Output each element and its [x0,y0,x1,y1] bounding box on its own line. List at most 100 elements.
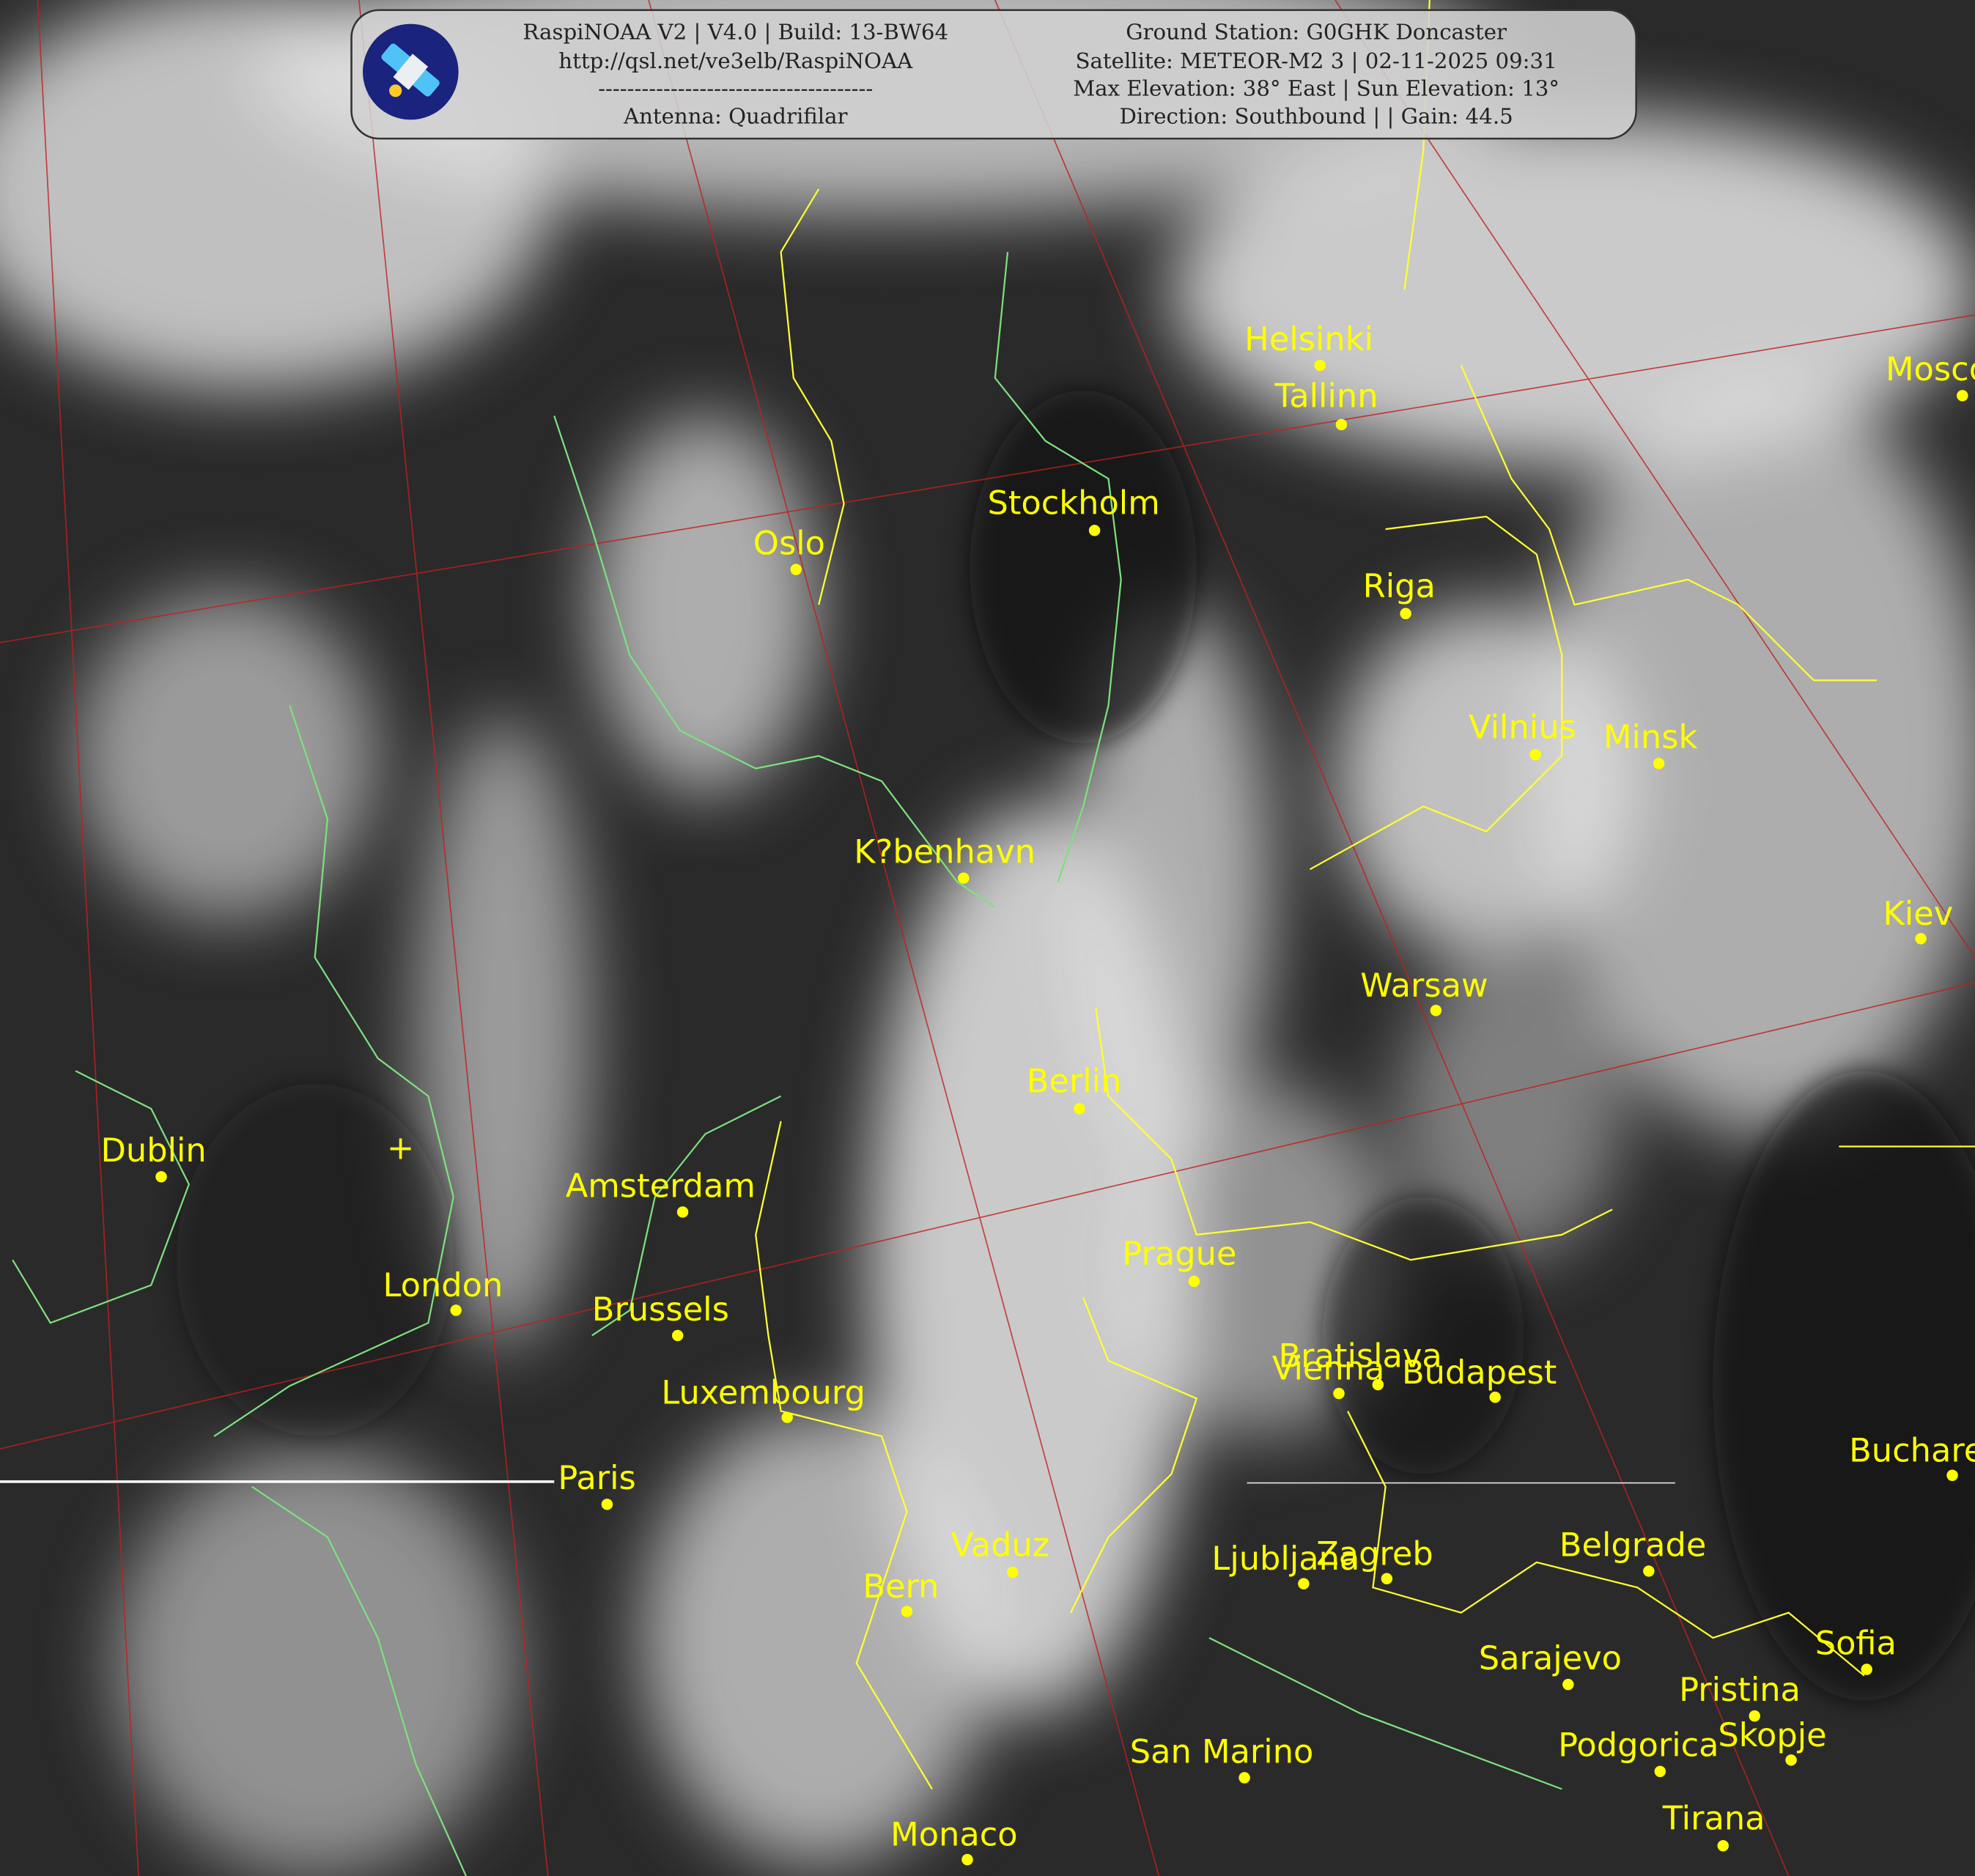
city-name: Sofia [1815,1624,1897,1662]
city-name: San Marino [1130,1732,1314,1770]
city: Skopje [1718,1716,1827,1766]
city: Dublin [101,1131,207,1183]
city-name: Moscow [1886,350,1975,388]
city-name: Bratislava [1279,1337,1442,1375]
city-dot [1381,1573,1393,1584]
city-name: Tirana [1662,1799,1765,1837]
city-name: Pristina [1679,1671,1801,1709]
header-line: Antenna: Quadrifilar [623,103,848,128]
header-left: RaspiNOAA V2 | V4.0 | Build: 13-BW64 http… [523,19,948,128]
city: Luxembourg [661,1373,865,1423]
city: Pristina [1679,1671,1801,1722]
city: Belgrade [1559,1526,1706,1577]
city: Vienna [1272,1350,1385,1400]
city-dot [601,1499,613,1510]
city-dot [1861,1663,1872,1675]
dark-areas [176,390,1975,1701]
city-dot [958,872,970,885]
city-dot [1400,608,1411,620]
city-dot [1717,1840,1729,1852]
city-dot [1653,758,1665,769]
header-line: http://qsl.net/ve3elb/RaspiNOAA [558,48,913,73]
city-name: Vienna [1272,1350,1385,1388]
city-dot [1957,390,1968,402]
station-marker: + [387,1129,414,1167]
panel-box [350,9,1637,140]
city-name: Monaco [890,1816,1017,1854]
city-name: Riga [1363,567,1436,605]
city-dot [155,1171,167,1183]
city-dot [1007,1566,1019,1578]
city: Zagreb [1316,1535,1433,1584]
city-name: Minsk [1603,718,1698,756]
city-dot [1238,1772,1250,1784]
city: Bucharest [1849,1431,1975,1482]
city: Podgorica [1558,1727,1719,1778]
header-line: Max Elevation: 38° East | Sun Elevation:… [1073,76,1559,101]
city-dot [1088,525,1101,536]
header-line: -------------------------------------- [598,76,873,101]
city: Warsaw [1360,967,1488,1016]
city-dot [1372,1378,1384,1391]
city-dot [671,1329,684,1342]
city-dot [1489,1391,1501,1403]
city: Moscow [1886,350,1975,402]
city-dot [676,1206,689,1218]
city: Stockholm [987,484,1160,536]
city-dot [1298,1578,1310,1589]
city-dot [790,564,802,575]
city-name: Paris [558,1459,635,1497]
city: Brussels [592,1290,729,1342]
city: London [383,1266,503,1316]
city-dot [1333,1387,1345,1400]
logo-body [393,53,429,90]
coastlines [12,251,1562,1876]
city: Berlin [1027,1063,1122,1115]
city-name: Skopje [1718,1716,1826,1754]
city-name: K?benhavn [854,833,1036,871]
city-name: London [383,1266,503,1304]
city-name: Ljubljana [1211,1540,1359,1578]
city: Kiev [1883,895,1954,945]
city-name: Helsinki [1244,320,1373,358]
city: Tirana [1662,1799,1765,1852]
header-line: Satellite: METEOR-M2 3 | 02-11-2025 09:3… [1075,48,1557,73]
header-line: Ground Station: G0GHK Doncaster [1126,19,1507,44]
city-dot [1946,1469,1958,1482]
city: Sarajevo [1479,1639,1622,1691]
city-dot [1749,1710,1760,1722]
city: Oslo [753,524,825,575]
logo-dish [389,84,402,97]
city: Minsk [1603,718,1698,769]
city-name: Berlin [1027,1063,1122,1101]
city-dot [1335,418,1348,431]
city-dot [1915,933,1927,945]
info-panel: RaspiNOAA V2 | V4.0 | Build: 13-BW64 http… [350,9,1637,140]
city-dot [1314,359,1326,372]
city-name: Kiev [1883,895,1954,933]
city-dot [1643,1565,1655,1577]
city-name: Stockholm [987,484,1159,522]
city: Riga [1363,567,1436,620]
city-name: Budapest [1402,1354,1557,1392]
city-name: Zagreb [1316,1535,1433,1573]
city: Ljubljana [1211,1540,1359,1589]
header-right: Ground Station: G0GHK Doncaster Satellite… [1073,19,1559,128]
city-dot [961,1853,973,1866]
city: Paris [558,1459,636,1510]
city-name: Prague [1122,1235,1236,1273]
city-dot [1074,1103,1085,1115]
city: Monaco [890,1816,1018,1866]
city-name: Tallinn [1274,377,1378,415]
city-name: Oslo [753,524,825,562]
city-dot [1188,1275,1200,1288]
logo [363,23,459,120]
city-name: Sarajevo [1479,1639,1622,1677]
header-line: Direction: Southbound | | Gain: 44.5 [1119,103,1513,128]
city: Prague [1122,1235,1236,1288]
city: Helsinki [1244,320,1373,372]
city-labels: Helsinki Tallinn Moscow Stockholm Oslo Riga Vi… [101,320,1975,1866]
